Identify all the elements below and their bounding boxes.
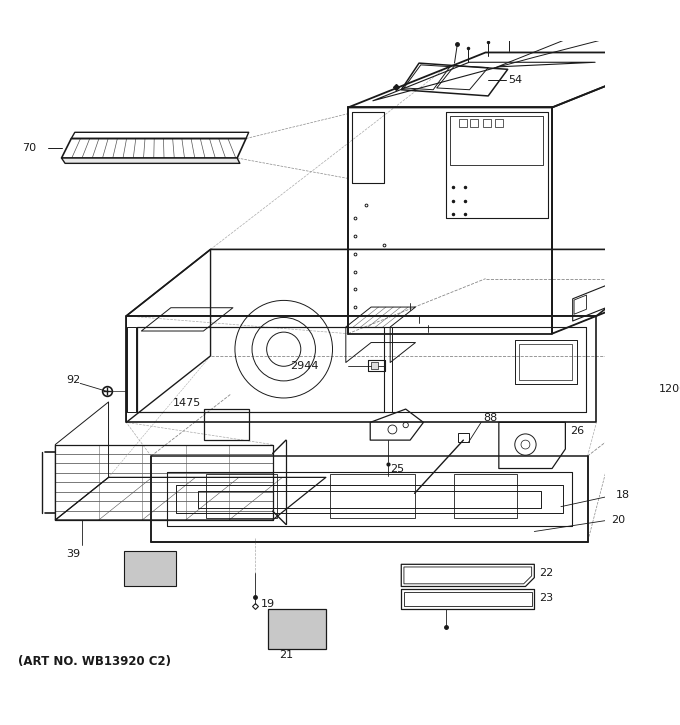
Text: 88: 88 — [483, 413, 497, 423]
Text: 22: 22 — [539, 568, 553, 578]
Text: (ART NO. WB13920 C2): (ART NO. WB13920 C2) — [18, 655, 171, 668]
Text: 39: 39 — [66, 549, 80, 559]
Text: 18: 18 — [616, 490, 630, 500]
Polygon shape — [61, 158, 240, 163]
Bar — [454, 474, 517, 518]
Bar — [471, 119, 479, 127]
Text: 1200: 1200 — [658, 384, 680, 394]
Text: 26: 26 — [570, 426, 584, 436]
Text: 2944: 2944 — [290, 360, 319, 370]
Bar — [204, 409, 249, 440]
Text: 21: 21 — [279, 650, 293, 660]
Bar — [268, 609, 326, 649]
Text: 23: 23 — [539, 593, 553, 603]
Bar — [330, 474, 415, 518]
Bar — [124, 551, 176, 587]
Bar — [206, 474, 277, 518]
Text: 54: 54 — [508, 75, 522, 85]
Text: 1475: 1475 — [173, 398, 201, 408]
Text: 20: 20 — [611, 515, 626, 525]
Bar — [458, 433, 469, 442]
Bar — [459, 119, 467, 127]
Text: 92: 92 — [66, 375, 80, 385]
Bar — [483, 119, 491, 127]
Text: 19: 19 — [261, 600, 275, 609]
Bar — [495, 119, 503, 127]
Polygon shape — [371, 362, 378, 369]
Text: 25: 25 — [390, 463, 404, 473]
Text: 70: 70 — [22, 144, 36, 153]
